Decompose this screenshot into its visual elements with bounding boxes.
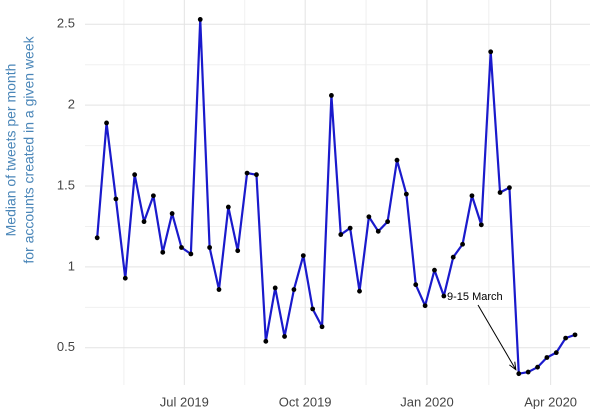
x-tick-label: Jul 2019 — [160, 394, 209, 409]
point — [188, 251, 194, 257]
point — [432, 267, 437, 273]
y-axis-label: Median of tweets per month — [3, 64, 19, 237]
point — [563, 335, 569, 341]
point — [553, 350, 559, 356]
point — [394, 157, 400, 163]
point — [272, 285, 278, 291]
point — [347, 225, 353, 231]
point — [310, 306, 316, 312]
line — [96, 18, 576, 375]
y-tick-label: 2.5 — [57, 16, 75, 31]
point — [469, 193, 475, 199]
point — [413, 282, 419, 288]
y-tick-label: 0.5 — [57, 339, 75, 354]
point — [338, 232, 344, 237]
point — [450, 254, 456, 260]
point — [160, 249, 166, 255]
y-tick-label: 2 — [68, 97, 75, 112]
x-tick-label: Oct 2019 — [279, 394, 332, 409]
y-tick-label: 1 — [68, 258, 75, 273]
x-tick-label: Apr 2020 — [524, 394, 577, 409]
point — [122, 275, 128, 281]
point — [94, 235, 100, 241]
point — [319, 324, 325, 330]
point — [422, 303, 428, 309]
point — [207, 245, 213, 250]
point — [254, 172, 259, 178]
point — [169, 211, 175, 216]
point — [179, 245, 184, 250]
point — [507, 185, 512, 191]
point — [141, 219, 147, 225]
point — [525, 369, 531, 375]
annotation-arrow — [477, 304, 517, 370]
point — [150, 193, 156, 199]
point — [572, 332, 578, 338]
point — [263, 338, 269, 344]
point — [329, 93, 334, 98]
point — [366, 214, 372, 220]
point — [113, 196, 119, 202]
point — [535, 364, 540, 370]
point — [544, 355, 550, 360]
point — [132, 172, 138, 178]
point — [488, 49, 494, 55]
y-tick-label: 1.5 — [57, 177, 75, 192]
point — [403, 191, 409, 197]
point — [441, 293, 447, 299]
point — [235, 248, 241, 254]
point — [460, 241, 465, 247]
point — [104, 120, 109, 126]
arrow-head — [509, 361, 517, 371]
point — [197, 17, 203, 22]
point — [225, 204, 231, 210]
annotation: 9-15 March — [447, 291, 503, 303]
y-axis-label: for accounts created in a given week — [21, 35, 37, 263]
point — [216, 287, 222, 292]
point — [375, 228, 381, 234]
point — [385, 219, 391, 225]
grid — [85, 0, 590, 385]
point — [300, 253, 306, 258]
point — [516, 371, 522, 377]
point — [282, 334, 287, 339]
point — [244, 170, 250, 176]
x-tick-label: Jan 2020 — [400, 394, 454, 409]
point — [357, 288, 362, 294]
point — [291, 287, 297, 292]
point — [497, 190, 503, 195]
point — [478, 222, 484, 228]
